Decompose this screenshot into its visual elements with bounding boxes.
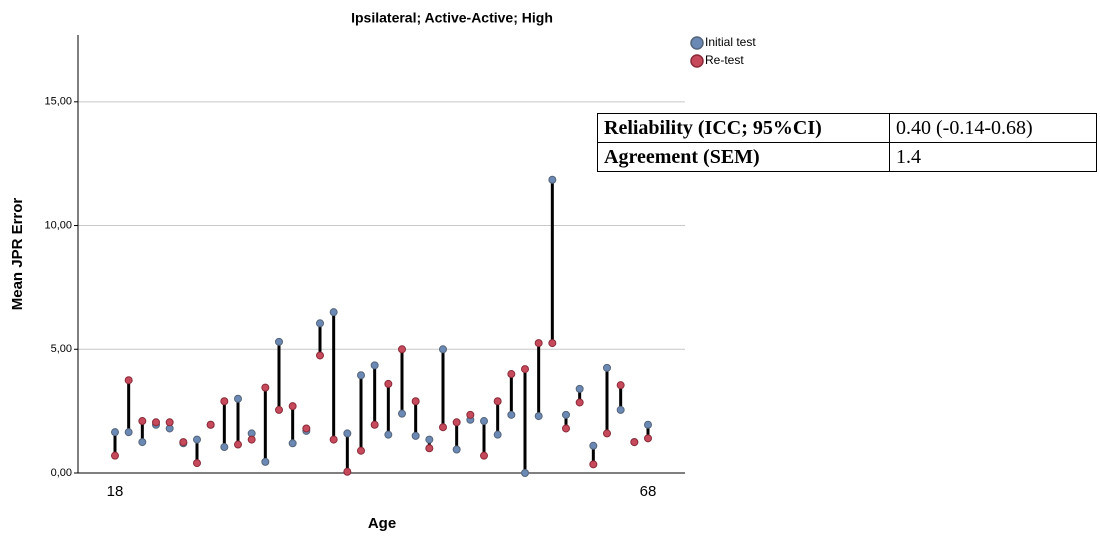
x-tick-label: 18	[107, 483, 124, 500]
retest-point	[466, 410, 475, 419]
table-row: Agreement (SEM) 1.4	[597, 142, 1097, 172]
initial-point	[534, 412, 543, 421]
retest-point	[206, 420, 215, 429]
y-tick-label: 10,00	[44, 219, 72, 231]
retest-point	[234, 440, 242, 449]
retest-point	[548, 339, 557, 348]
retest-point	[630, 438, 639, 447]
y-tick-label: 15,00	[44, 96, 72, 108]
initial-point	[329, 308, 338, 317]
table-cell: 0.40 (-0.14-0.68)	[889, 113, 1097, 143]
initial-point	[603, 363, 611, 372]
retest-point	[357, 446, 365, 455]
retest-point	[603, 429, 611, 438]
initial-point	[521, 469, 529, 477]
retest-point	[480, 451, 488, 460]
retest-point	[411, 397, 420, 406]
initial-point	[439, 345, 447, 354]
retest-point	[534, 339, 543, 348]
initial-point	[425, 435, 434, 444]
retest-point	[275, 405, 283, 414]
initial-point	[384, 430, 393, 439]
retest-point	[589, 460, 598, 469]
legend-label: Re-test	[705, 53, 744, 67]
chart-title: Ipsilateral; Active-Active; High	[351, 10, 553, 26]
table-row: Reliability (ICC; 95%CI) 0.40 (-0.14-0.68…	[597, 113, 1097, 143]
initial-point	[111, 428, 119, 437]
retest-point	[575, 398, 584, 407]
initial-point	[234, 394, 242, 403]
y-tick-label: 5,00	[51, 343, 72, 355]
legend-marker	[690, 54, 704, 68]
retest-point	[493, 397, 502, 406]
initial-point	[343, 429, 352, 438]
retest-point	[329, 435, 338, 444]
retest-point	[384, 379, 393, 388]
initial-point	[480, 417, 488, 426]
retest-point	[644, 434, 652, 443]
initial-point	[288, 439, 297, 448]
x-tick-label: 68	[640, 483, 657, 500]
initial-point	[275, 337, 283, 346]
retest-point	[138, 417, 147, 426]
retest-point	[302, 424, 311, 433]
retest-point	[288, 402, 297, 411]
initial-point	[138, 438, 147, 447]
retest-point	[439, 423, 447, 432]
retest-point	[152, 418, 160, 427]
y-tick-label: 0,00	[51, 467, 72, 479]
initial-point	[616, 405, 625, 414]
retest-point	[247, 435, 256, 444]
retest-point	[398, 345, 406, 354]
retest-point	[220, 397, 229, 406]
retest-point	[261, 383, 270, 392]
retest-point	[521, 365, 529, 374]
retest-point	[452, 418, 461, 427]
stats-table: Reliability (ICC; 95%CI) 0.40 (-0.14-0.68…	[597, 113, 1097, 172]
initial-point	[220, 443, 229, 452]
x-axis-label: Age	[368, 515, 396, 532]
retest-point	[179, 438, 188, 447]
initial-point	[548, 175, 557, 184]
legend-label: Initial test	[705, 35, 756, 49]
retest-point	[316, 351, 324, 360]
y-axis-label: Mean JPR Error	[9, 198, 26, 311]
initial-point	[370, 361, 379, 370]
legend-marker	[690, 36, 704, 50]
retest-point	[507, 370, 516, 379]
initial-point	[398, 409, 406, 418]
initial-point	[562, 410, 570, 419]
table-cell: 1.4	[889, 142, 1097, 172]
retest-point	[343, 467, 352, 476]
initial-point	[507, 410, 516, 419]
initial-point	[261, 457, 270, 466]
initial-point	[589, 441, 598, 450]
initial-point	[493, 430, 502, 439]
retest-point	[370, 420, 379, 429]
initial-point	[644, 420, 652, 429]
retest-point	[165, 418, 174, 427]
retest-point	[616, 381, 625, 390]
table-cell: Agreement (SEM)	[597, 142, 890, 172]
initial-point	[411, 431, 420, 440]
initial-point	[357, 371, 365, 380]
retest-point	[562, 424, 570, 433]
initial-point	[575, 384, 584, 393]
initial-point	[124, 428, 133, 437]
retest-point	[193, 459, 201, 468]
initial-point	[316, 319, 324, 328]
initial-point	[193, 435, 201, 444]
initial-point	[452, 445, 461, 454]
table-cell: Reliability (ICC; 95%CI)	[597, 113, 890, 143]
retest-point	[124, 376, 133, 385]
retest-point	[111, 451, 119, 460]
retest-point	[425, 444, 434, 453]
